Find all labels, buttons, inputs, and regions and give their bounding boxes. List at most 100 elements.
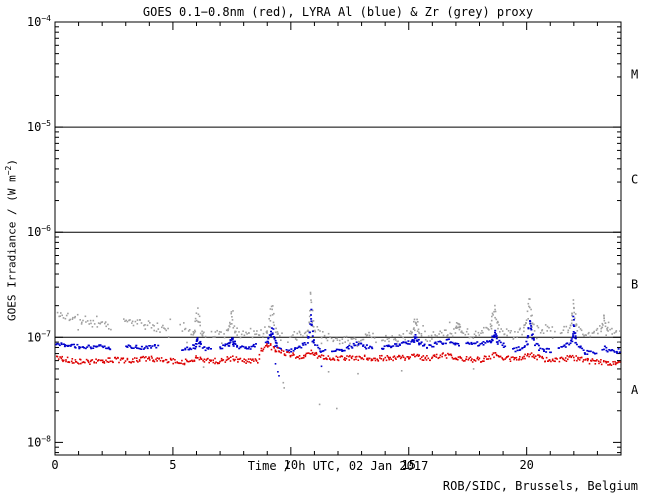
- zr-data-point: [409, 330, 412, 333]
- goes-data-point: [344, 357, 346, 359]
- al-data-point: [234, 343, 237, 345]
- zr-data-point: [249, 327, 252, 330]
- goes-data-point: [533, 357, 536, 359]
- al-data-point: [618, 351, 621, 353]
- zr-data-point: [533, 323, 535, 326]
- goes-data-point: [126, 357, 129, 360]
- al-data-point: [300, 346, 303, 349]
- goes-data-point: [489, 357, 492, 360]
- al-data-point: [196, 338, 199, 341]
- zr-data-point: [195, 312, 198, 314]
- goes-data-point: [474, 360, 477, 362]
- zr-data-point: [455, 322, 458, 324]
- goes-data-point: [556, 358, 558, 360]
- goes-data-point: [317, 355, 320, 358]
- goes-data-point: [361, 357, 363, 359]
- al-data-point: [247, 347, 250, 350]
- goes-data-point: [246, 360, 249, 363]
- zr-data-point: [262, 332, 265, 335]
- al-data-point: [560, 346, 563, 348]
- goes-data-point: [136, 357, 138, 360]
- goes-data-point: [355, 358, 357, 361]
- goes-data-point: [188, 360, 190, 363]
- goes-data-point: [182, 363, 184, 365]
- zr-outlier-point: [472, 368, 475, 370]
- zr-data-point: [595, 329, 598, 331]
- al-data-point: [521, 347, 524, 349]
- zr-data-point: [551, 337, 554, 339]
- zr-data-point: [576, 330, 579, 332]
- al-data-point: [151, 345, 154, 347]
- zr-data-point: [223, 333, 225, 335]
- al-data-point: [290, 350, 293, 353]
- al-data-point: [345, 346, 348, 349]
- al-data-point: [575, 343, 578, 346]
- zr-data-point: [310, 299, 312, 301]
- zr-data-point: [311, 325, 314, 327]
- al-data-point: [297, 346, 300, 349]
- goes-data-point: [152, 359, 155, 361]
- zr-data-point: [436, 335, 438, 337]
- zr-data-point: [194, 330, 197, 333]
- al-data-point: [311, 335, 314, 337]
- goes-data-point: [288, 351, 291, 354]
- goes-data-point: [586, 359, 589, 362]
- al-data-point: [74, 347, 77, 349]
- al-data-point: [310, 320, 313, 322]
- al-data-point: [494, 329, 497, 332]
- al-data-point: [527, 327, 530, 330]
- zr-data-point: [260, 329, 262, 331]
- al-data-point: [338, 349, 341, 351]
- zr-data-point: [194, 320, 196, 323]
- goes-data-point: [605, 361, 608, 363]
- goes-data-point: [63, 359, 65, 362]
- al-data-point: [310, 308, 313, 311]
- al-data-point: [416, 340, 419, 342]
- goes-data-point: [420, 356, 423, 358]
- zr-data-point: [269, 320, 272, 322]
- al-data-point: [498, 339, 501, 342]
- goes-data-point: [518, 359, 520, 361]
- goes-data-point: [95, 358, 97, 360]
- goes-data-point: [369, 357, 371, 360]
- al-data-point: [479, 343, 482, 345]
- flare-class-label-m: M: [631, 68, 638, 82]
- goes-data-point: [238, 358, 241, 360]
- attribution-text: ROB/SIDC, Brussels, Belgium: [442, 479, 638, 493]
- zr-data-point: [514, 331, 516, 333]
- zr-data-point: [312, 320, 315, 322]
- zr-data-point: [426, 340, 429, 342]
- zr-data-point: [201, 334, 203, 336]
- zr-data-point: [147, 320, 150, 322]
- goes-data-point: [230, 356, 232, 358]
- al-data-point: [413, 341, 416, 343]
- goes-data-point: [316, 357, 319, 359]
- zr-data-point: [187, 330, 190, 332]
- zr-data-point: [473, 333, 476, 335]
- goes-data-point: [357, 359, 360, 361]
- zr-data-point: [104, 321, 107, 323]
- zr-data-point: [255, 333, 258, 335]
- al-data-point: [530, 334, 533, 336]
- zr-data-point: [273, 324, 275, 326]
- zr-data-point: [431, 338, 433, 340]
- zr-outlier-point: [283, 387, 285, 389]
- al-data-point: [595, 352, 598, 355]
- goes-data-point: [424, 356, 427, 359]
- zr-data-point: [279, 335, 281, 337]
- al-data-point: [267, 342, 270, 344]
- goes-data-point: [451, 356, 454, 359]
- zr-data-point: [404, 338, 406, 341]
- goes-data-point: [473, 359, 476, 361]
- goes-data-point: [346, 355, 348, 357]
- al-data-point: [444, 342, 447, 345]
- goes-data-point: [435, 356, 438, 358]
- goes-data-point: [151, 357, 153, 359]
- al-data-point: [138, 347, 141, 350]
- zr-data-point: [157, 328, 160, 330]
- zr-data-point: [308, 315, 311, 318]
- zr-data-point: [523, 326, 525, 329]
- zr-data-point: [82, 319, 84, 322]
- zr-data-point: [499, 331, 501, 333]
- zr-data-point: [487, 328, 489, 330]
